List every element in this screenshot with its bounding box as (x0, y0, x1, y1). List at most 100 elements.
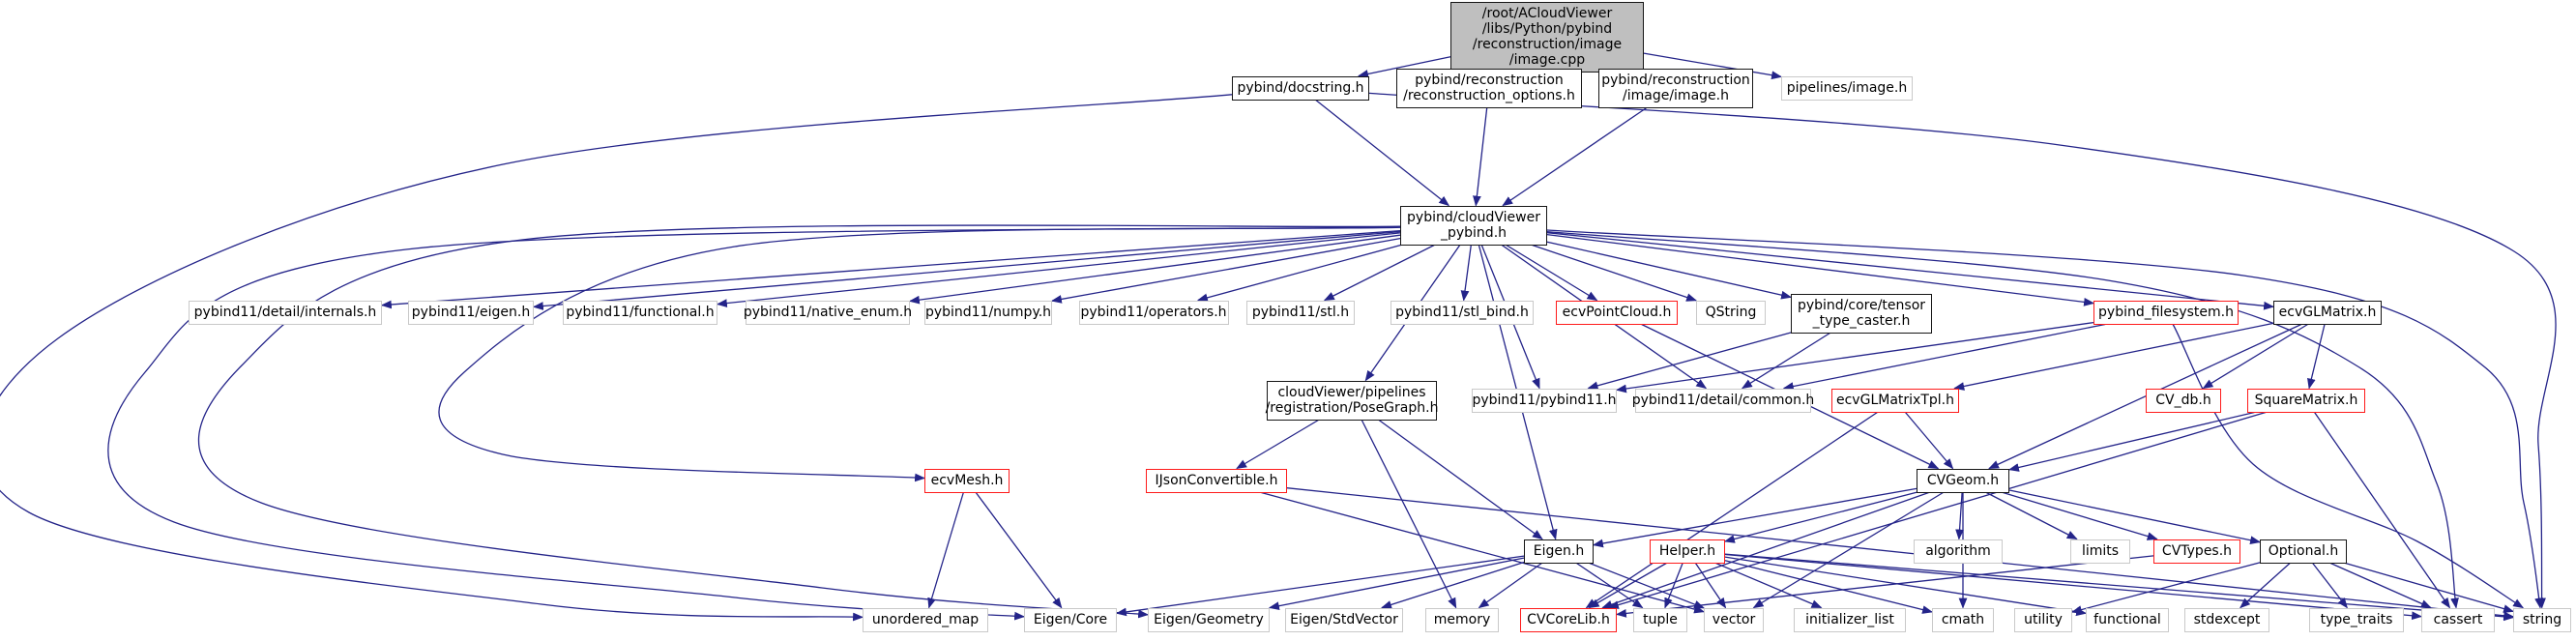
node-py_functional[interactable]: pybind11/functional.h (563, 300, 717, 325)
node-ecv_pointcloud[interactable]: ecvPointCloud.h (1556, 300, 1678, 325)
node-internals[interactable]: pybind11/detail/internals.h (189, 300, 382, 325)
include-edge-ijson-string (1286, 487, 2515, 621)
node-label: /registration/PoseGraph.h (1265, 400, 1439, 416)
node-label: Optional.h (2268, 543, 2339, 559)
node-image_image_h[interactable]: pybind/reconstruction/image/image.h (1598, 68, 1753, 108)
include-edge-cv_pybind-py_functional (716, 232, 1401, 307)
node-label: IJsonConvertible.h (1155, 473, 1278, 488)
node-label: pybind11/operators.h (1080, 305, 1227, 320)
node-cvcorelib[interactable]: CVCoreLib.h (1520, 607, 1617, 632)
include-edge-ecvmesh-unordered_map (927, 492, 964, 609)
node-ecv_glmatrix[interactable]: ecvGLMatrix.h (2273, 300, 2382, 325)
node-label: ecvGLMatrixTpl.h (1836, 393, 1954, 408)
node-pipelines_image[interactable]: pipelines/image.h (1781, 75, 1913, 101)
include-edge-ecv_glmatrix-cvgeom (1988, 323, 2302, 470)
include-edge-cv_pybind-py_native_enum (908, 234, 1401, 305)
node-py_common[interactable]: pybind11/detail/common.h (1632, 388, 1814, 413)
node-py_numpy[interactable]: pybind11/numpy.h (924, 300, 1052, 325)
node-label: cmath (1941, 612, 1985, 627)
node-tensor_caster[interactable]: pybind/core/tensor _type_caster.h (1791, 293, 1932, 334)
include-edge-cvgeom-cvtypes (2003, 491, 2158, 540)
node-recon_options[interactable]: pybind/reconstruction/reconstruction_opt… (1396, 68, 1582, 108)
include-edge-helper-tuple (1664, 563, 1683, 609)
node-label: pybind11/stl_bind.h (1395, 305, 1529, 320)
node-label: pybind11/stl.h (1251, 305, 1350, 320)
node-glmatrixtpl[interactable]: ecvGLMatrixTpl.h (1831, 388, 1959, 413)
node-docstring[interactable]: pybind/docstring.h (1232, 75, 1369, 101)
include-edge-cvtypes-cvcorelib (1615, 555, 2154, 618)
node-label: pybind/reconstruction (1415, 73, 1564, 88)
include-edge-posegraph-memory (1361, 420, 1457, 609)
node-label: pybind11/functional.h (566, 305, 715, 320)
include-edge-recon_options-cv_pybind (1473, 107, 1488, 207)
include-edge-cv_pybind-tensor_caster (1546, 241, 1793, 300)
node-cvtypes[interactable]: CVTypes.h (2153, 539, 2240, 564)
node-qstring[interactable]: QString (1696, 300, 1766, 325)
node-label: pybind11/detail/common.h (1631, 393, 1815, 408)
node-py_native_enum[interactable]: pybind11/native_enum.h (744, 300, 912, 325)
node-eigen_geometry[interactable]: Eigen/Geometry (1148, 607, 1270, 632)
include-edge-helper-cvcorelib (1588, 562, 1667, 609)
node-memory[interactable]: memory (1425, 607, 1499, 632)
node-utility[interactable]: utility (2014, 607, 2072, 632)
node-vector[interactable]: vector (1704, 607, 1764, 632)
node-eigen_stdvector[interactable]: Eigen/StdVector (1285, 607, 1403, 632)
node-initializer_list[interactable]: initializer_list (1794, 607, 1906, 632)
node-label: ecvGLMatrix.h (2278, 305, 2377, 320)
node-label: Eigen/StdVector (1290, 612, 1398, 627)
include-edge-helper-cmath (1724, 560, 1934, 614)
node-label: Eigen.h (1533, 543, 1585, 559)
node-string[interactable]: string (2513, 607, 2571, 632)
node-ijson[interactable]: IJsonConvertible.h (1146, 468, 1287, 493)
node-eigen_h[interactable]: Eigen.h (1524, 539, 1594, 564)
include-edge-pybind_filesystem-py_pybind11 (1615, 321, 2094, 393)
node-label: type_traits (2320, 612, 2393, 627)
node-py_pybind11[interactable]: pybind11/pybind11.h (1472, 388, 1617, 413)
node-optional[interactable]: Optional.h (2260, 539, 2347, 564)
node-py_stl[interactable]: pybind11/stl.h (1246, 300, 1355, 325)
include-edge-squarematrix-cvgeom (2007, 411, 2255, 472)
include-edge-cv_pybind-py_stl (1323, 244, 1435, 302)
node-stdexcept[interactable]: stdexcept (2184, 607, 2269, 632)
node-pybind_filesystem[interactable]: pybind_filesystem.h (2093, 300, 2239, 325)
node-cmath[interactable]: cmath (1932, 607, 1994, 632)
node-py_operators[interactable]: pybind11/operators.h (1078, 300, 1229, 325)
node-cassert[interactable]: cassert (2421, 607, 2495, 632)
node-label: pipelines/image.h (1786, 80, 1908, 96)
node-label: /image.cpp (1508, 52, 1586, 68)
node-ecvmesh[interactable]: ecvMesh.h (924, 468, 1010, 493)
include-edge-tensor_caster-py_common (1741, 332, 1830, 390)
node-cvgeom[interactable]: CVGeom.h (1917, 468, 2009, 493)
node-label: tuple (1643, 612, 1678, 627)
node-posegraph[interactable]: cloudViewer/pipelines/registration/PoseG… (1265, 380, 1439, 421)
node-label: pybind/cloudViewer (1407, 210, 1540, 225)
include-edge-cv_pybind-eigen_core (107, 226, 1401, 621)
include-edge-cvgeom-eigen_h (1592, 487, 1917, 548)
node-tuple[interactable]: tuple (1633, 607, 1687, 632)
node-py_eigen[interactable]: pybind11/eigen.h (408, 300, 534, 325)
node-unordered_map[interactable]: unordered_map (863, 607, 988, 632)
node-helper[interactable]: Helper.h (1650, 539, 1725, 564)
node-limits[interactable]: limits (2070, 539, 2130, 564)
node-py_stl_bind[interactable]: pybind11/stl_bind.h (1390, 300, 1534, 325)
include-edge-optional-type_traits (2312, 563, 2348, 609)
node-image_cpp: /root/ACloudViewer/libs/Python/pybind/re… (1450, 1, 1644, 73)
node-label: /root/ACloudViewer (1481, 6, 1613, 21)
include-edge-helper-initializer_list (1715, 562, 1823, 609)
node-eigen_core[interactable]: Eigen/Core (1024, 607, 1117, 632)
node-squarematrix[interactable]: SquareMatrix.h (2247, 388, 2365, 413)
node-cv_pybind[interactable]: pybind/cloudViewer _pybind.h (1400, 205, 1547, 246)
include-edge-helper-functional_std (1724, 556, 2088, 617)
node-label: algorithm (1925, 543, 1991, 559)
include-edge-eigen_h-memory (1478, 562, 1542, 609)
node-cv_db[interactable]: CV_db.h (2146, 388, 2221, 413)
node-type_traits[interactable]: type_traits (2309, 607, 2404, 632)
node-algorithm[interactable]: algorithm (1914, 539, 2003, 564)
include-edge-ijson-vector (1261, 491, 1706, 614)
node-functional_std[interactable]: functional (2086, 607, 2169, 632)
include-edge-helper-vector (1694, 563, 1727, 609)
include-edge-pybind_filesystem-string (2172, 324, 2525, 609)
node-label: Eigen/Geometry (1154, 612, 1264, 627)
include-edge-docstring-cv_pybind (1315, 99, 1450, 207)
